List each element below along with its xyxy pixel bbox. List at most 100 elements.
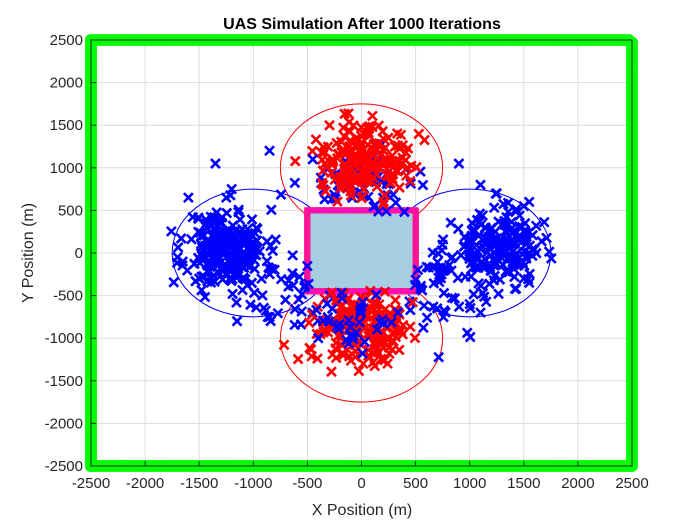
data-point — [427, 247, 439, 258]
data-point — [369, 335, 381, 347]
data-point — [221, 207, 233, 219]
data-point — [272, 307, 284, 319]
data-point — [362, 176, 373, 187]
data-point — [310, 304, 322, 316]
data-point — [182, 192, 194, 204]
data-point — [506, 216, 518, 228]
box-edge-marker — [304, 207, 311, 214]
data-point — [359, 336, 371, 348]
data-point — [250, 222, 262, 234]
data-point — [209, 229, 221, 241]
data-point — [196, 284, 208, 296]
data-point — [484, 278, 495, 290]
data-point — [465, 271, 477, 282]
data-point — [233, 204, 245, 216]
data-point — [496, 218, 508, 230]
data-point — [463, 237, 475, 249]
data-point — [246, 277, 258, 289]
data-point — [209, 218, 220, 229]
data-point — [198, 229, 210, 241]
data-point — [382, 157, 393, 169]
data-point — [502, 197, 514, 209]
data-point — [452, 223, 464, 235]
y-tick-label: 500 — [58, 202, 83, 219]
data-point — [479, 232, 491, 244]
data-point — [397, 139, 409, 151]
data-point — [354, 156, 366, 168]
data-point — [317, 179, 329, 191]
data-point — [343, 338, 355, 349]
data-point — [523, 227, 535, 239]
y-tick-label: 2000 — [50, 75, 83, 92]
y-tick-labels: -2500 -2000 -1500 -1000 -500 0 500 1000 1500 2000… — [45, 32, 83, 475]
data-point — [358, 183, 370, 195]
data-point — [260, 305, 272, 317]
data-point — [464, 331, 476, 343]
data-point — [538, 216, 550, 228]
data-point — [287, 267, 298, 279]
data-point — [299, 281, 310, 293]
data-point — [223, 273, 235, 285]
data-point — [484, 261, 496, 273]
x-tick-labels: -2500 -2000 -1500 -1000 -500 0 500 1000 1500 2000… — [72, 475, 649, 492]
data-point — [345, 321, 356, 333]
data-point — [231, 246, 243, 258]
data-point — [435, 272, 447, 284]
data-point — [265, 204, 277, 216]
data-point — [348, 120, 359, 131]
data-point — [329, 190, 341, 201]
data-point — [322, 311, 334, 323]
x-tick-label: -2500 — [72, 475, 110, 492]
data-point — [386, 150, 398, 162]
data-point — [503, 252, 515, 263]
x-tick-label: 0 — [357, 475, 365, 492]
data-point — [421, 312, 433, 324]
y-tick-label: -2500 — [45, 458, 83, 475]
data-point — [246, 214, 258, 225]
data-point — [292, 353, 304, 365]
data-point — [504, 237, 515, 249]
data-point — [172, 242, 184, 253]
data-point — [234, 214, 246, 226]
data-point — [339, 108, 351, 120]
data-point — [210, 158, 221, 169]
data-point — [379, 189, 391, 201]
x-tick-label: -500 — [292, 475, 322, 492]
data-point — [168, 276, 180, 288]
data-point — [330, 352, 342, 364]
y-tick-label: -2000 — [45, 415, 83, 432]
data-point — [371, 181, 383, 193]
data-point — [411, 161, 422, 173]
data-point — [319, 146, 331, 158]
x-tick-label: 500 — [403, 475, 428, 492]
data-point — [393, 344, 405, 356]
data-point — [405, 178, 417, 190]
data-point — [389, 159, 401, 171]
data-point — [446, 292, 458, 304]
data-point — [226, 183, 238, 195]
data-point — [231, 315, 243, 327]
data-point — [312, 353, 323, 365]
data-point — [526, 244, 538, 255]
data-point — [326, 287, 338, 299]
data-point — [210, 258, 222, 270]
data-point — [289, 177, 301, 189]
data-point — [421, 261, 433, 273]
data-point — [475, 179, 486, 191]
data-point — [386, 316, 397, 328]
data-point — [523, 196, 535, 208]
data-point — [345, 355, 357, 367]
data-point — [289, 303, 301, 315]
data-point — [438, 287, 450, 299]
data-point — [409, 279, 421, 291]
data-point — [307, 153, 319, 165]
data-point — [165, 225, 177, 237]
data-point — [392, 165, 404, 177]
data-point — [264, 311, 275, 323]
y-tick-label: 1500 — [50, 117, 83, 134]
data-point — [390, 197, 402, 209]
axes-frame — [90, 39, 633, 467]
data-point — [304, 342, 316, 354]
data-point — [356, 122, 367, 133]
